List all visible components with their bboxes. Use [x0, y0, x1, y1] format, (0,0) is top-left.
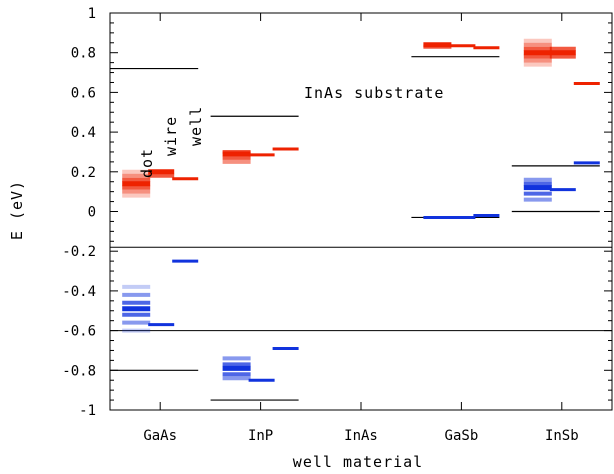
band-edge-lines: [110, 56, 600, 401]
y-axis-label: E (eV): [8, 180, 26, 240]
structure-label-well: well: [187, 106, 205, 146]
x-tick-label: InAs: [344, 428, 378, 444]
y-tick-label: 1: [88, 6, 96, 22]
x-tick-labels: GaAs InP InAs GaSb InSb: [143, 428, 578, 444]
y-tick-labels: -1 -0.8 -0.6 -0.4 -0.2 0 0.2 0.4 0.6 0.8 1: [62, 6, 96, 419]
y-tick-label: -0.4: [62, 284, 96, 300]
x-tick-label: InSb: [545, 428, 579, 444]
x-tick-label: GaSb: [445, 428, 479, 444]
y-tick-label: 0.4: [71, 125, 96, 141]
x-axis-label: well material: [293, 453, 423, 471]
y-tick-label: -0.2: [62, 244, 96, 260]
y-tick-label: -0.8: [62, 363, 96, 379]
y-tick-label: 0: [88, 205, 96, 221]
x-tick-label: GaAs: [143, 428, 177, 444]
energy-level-marks: [122, 38, 600, 382]
y-tick-label: 0.2: [71, 165, 96, 181]
substrate-annotation: InAs substrate: [304, 84, 444, 102]
x-tick-label: InP: [248, 428, 273, 444]
y-tick-label: -0.6: [62, 324, 96, 340]
y-tick-label: 0.8: [71, 46, 96, 62]
y-tick-label: -1: [79, 403, 96, 419]
structure-label-wire: wire: [162, 116, 180, 156]
tick-marks: [110, 12, 612, 411]
y-tick-label: 0.6: [71, 85, 96, 101]
structure-label-dot: dot: [138, 148, 156, 178]
